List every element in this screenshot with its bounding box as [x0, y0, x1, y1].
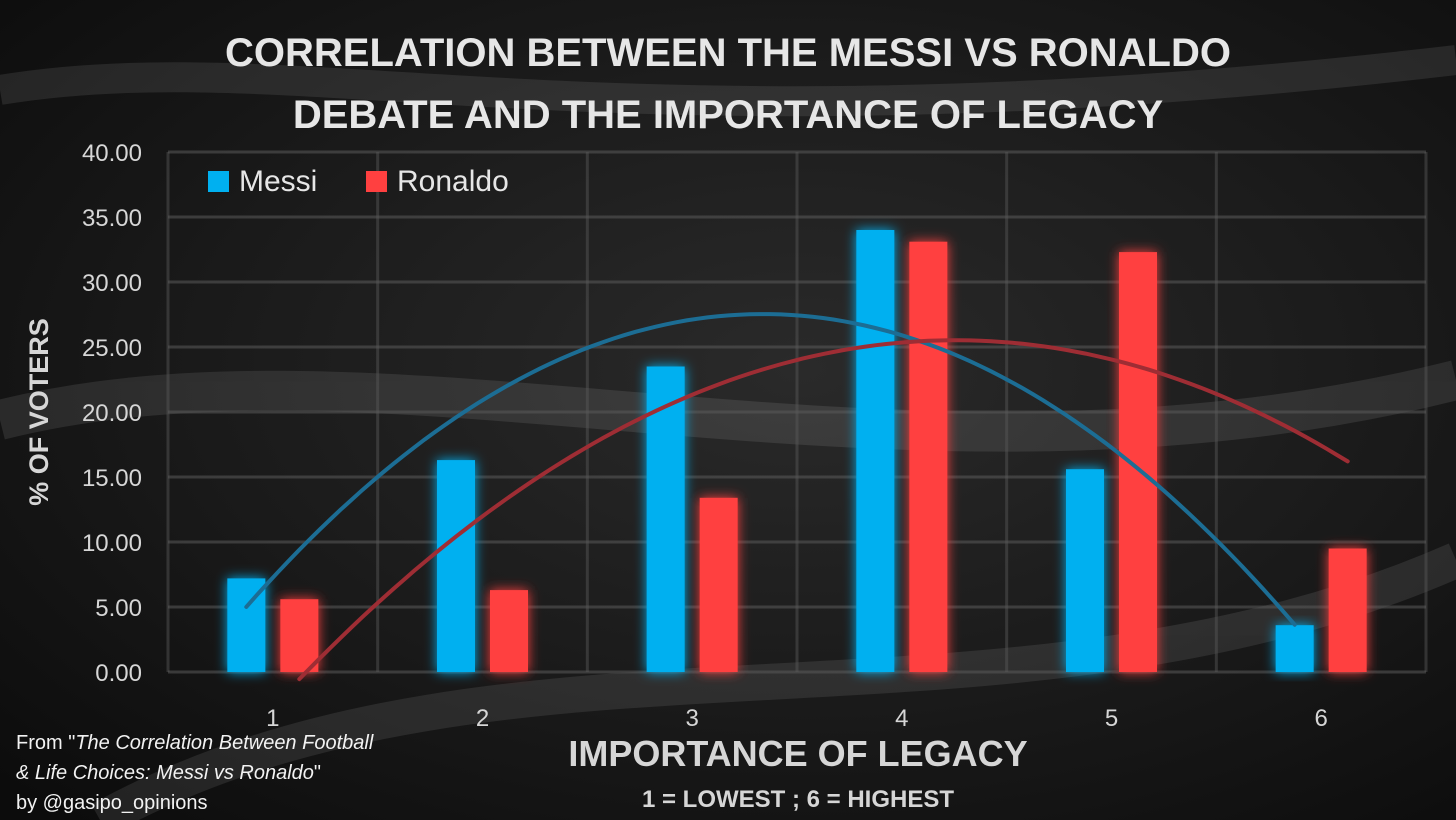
x-axis-sublabel: 1 = LOWEST ; 6 = HIGHEST	[642, 786, 954, 813]
x-tick-label: 4	[895, 705, 908, 732]
gridlines	[166, 150, 1428, 674]
y-axis-label: % OF VOTERS	[24, 318, 54, 506]
y-tick-label: 20.00	[82, 400, 142, 427]
chart-title-line-2: DEBATE AND THE IMPORTANCE OF LEGACY	[293, 93, 1164, 137]
y-tick-label: 30.00	[82, 270, 142, 297]
y-axis-ticks: 0.00 5.00 10.00 15.00 20.00 25.00 30.00 35.00 40…	[82, 140, 142, 687]
x-tick-label: 1	[266, 705, 279, 732]
bar-ronaldo	[699, 497, 738, 672]
trendlines	[244, 312, 1350, 682]
y-tick-label: 15.00	[82, 465, 142, 492]
source-title-part-1: The Correlation Between Football	[75, 732, 374, 754]
source-line-1: From "The Correlation Between Football	[16, 728, 373, 758]
trendline-ronaldo	[297, 338, 1350, 682]
bar-ronaldo	[1328, 548, 1367, 672]
y-tick-label: 40.00	[82, 140, 142, 167]
x-tick-label: 6	[1314, 705, 1327, 732]
legend-swatch-messi	[208, 171, 229, 192]
trendline-messi	[244, 312, 1297, 627]
y-tick-label: 25.00	[82, 335, 142, 362]
x-tick-label: 3	[685, 705, 698, 732]
x-tick-label: 2	[476, 705, 489, 732]
bar-messi	[1066, 469, 1104, 672]
bar-ronaldo	[1119, 252, 1157, 672]
source-prefix: From "	[16, 732, 76, 754]
x-axis-ticks: 1 2 3 4 5 6	[266, 705, 1328, 732]
bar-ronaldo	[490, 590, 528, 672]
x-tick-label: 5	[1105, 705, 1118, 732]
legend-label-messi: Messi	[239, 165, 317, 198]
bar-messi	[437, 460, 475, 672]
y-tick-label: 10.00	[82, 530, 142, 557]
source-line-3: by @gasipo_opinions	[16, 792, 208, 814]
source-suffix: "	[313, 762, 322, 784]
y-tick-label: 5.00	[95, 595, 142, 622]
source-title-part-2: & Life Choices: Messi vs Ronaldo	[16, 762, 314, 784]
source-credit: From "The Correlation Between Football &…	[16, 728, 373, 818]
bar-ronaldo	[909, 241, 948, 672]
bar-messi	[646, 366, 685, 672]
bars	[227, 230, 1367, 672]
chart-title-line-1: CORRELATION BETWEEN THE MESSI VS RONALDO	[225, 31, 1231, 75]
bar-messi	[856, 230, 895, 672]
bar-messi	[1275, 625, 1314, 672]
legend: Messi Ronaldo	[208, 165, 509, 198]
bar-ronaldo	[280, 599, 319, 672]
legend-swatch-ronaldo	[366, 171, 387, 192]
y-tick-label: 35.00	[82, 205, 142, 232]
x-axis-label: IMPORTANCE OF LEGACY	[568, 733, 1027, 774]
source-line-2: & Life Choices: Messi vs Ronaldo"	[16, 758, 373, 788]
legend-label-ronaldo: Ronaldo	[397, 165, 509, 198]
y-tick-label: 0.00	[95, 660, 142, 687]
